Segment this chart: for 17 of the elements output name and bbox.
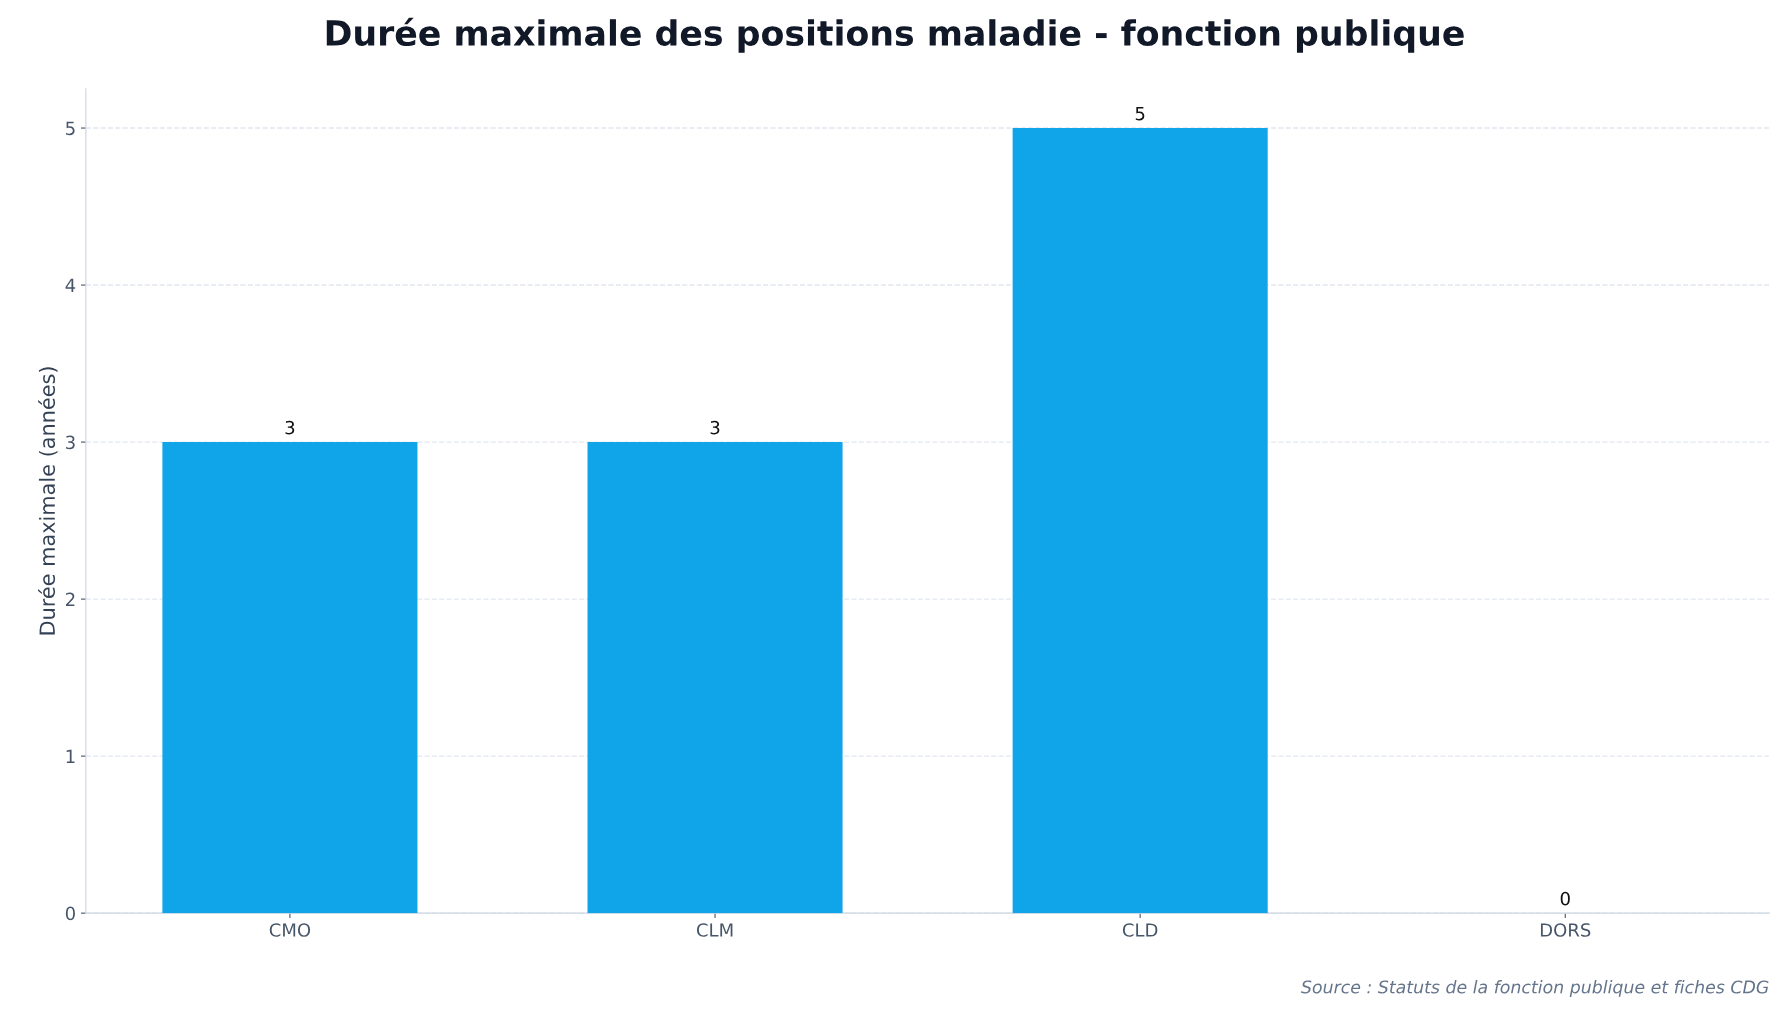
data-label: 3 [710, 420, 720, 435]
y-tick-label: 0 [65, 906, 75, 921]
x-tick-label: CLD [1122, 923, 1158, 937]
data-label: 5 [1135, 106, 1145, 121]
x-tick-label: CLM [696, 923, 733, 937]
y-tick-label: 5 [66, 121, 75, 136]
x-tick-label: DORS [1540, 923, 1591, 937]
y-axis-title: Durée maximale (années) [38, 367, 58, 635]
data-label: 3 [285, 420, 295, 435]
y-tick-label: 4 [65, 278, 76, 292]
source-note: Source : Statuts de la fonction publique et fiches CDG [1301, 980, 1769, 997]
chart-title: Durée maximale des positions maladie - fonction publique [326, 17, 1464, 53]
x-tick-label: CMO [269, 923, 311, 937]
data-label: 0 [1560, 891, 1570, 906]
y-tick-label: 3 [66, 435, 75, 450]
y-tick-label: 1 [66, 749, 75, 763]
y-tick-label: 2 [65, 592, 75, 606]
